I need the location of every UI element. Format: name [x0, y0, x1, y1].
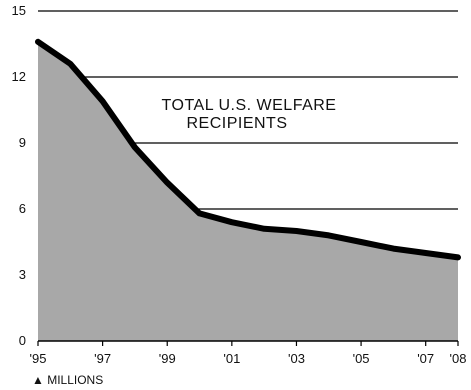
series-line	[35, 38, 461, 261]
x-tick-label-2007: '07	[417, 351, 434, 366]
y-tick-label-12: 12	[12, 69, 26, 84]
x-tick-label-2001: '01	[223, 351, 240, 366]
area-fill	[38, 41, 458, 342]
x-tick-label-1997: '97	[94, 351, 111, 366]
y-tick-label-6: 6	[19, 201, 26, 216]
chart-title-line-1: TOTAL U.S. WELFARE	[162, 97, 337, 114]
y-tick-labels: 0 3 6 9 12 15	[12, 3, 26, 348]
x-tick-label-2005: '05	[353, 351, 370, 366]
y-tick-label-9: 9	[19, 135, 26, 150]
y-tick-label-0: 0	[19, 333, 26, 348]
y-tick-label-15: 15	[12, 3, 26, 18]
x-tick-label-2003: '03	[288, 351, 305, 366]
x-tick-labels: '95 '97 '99 '01 '03 '05 '07 '08	[30, 341, 467, 366]
chart-title-line-2: RECIPIENTS	[186, 115, 287, 132]
x-tick-label-2008: '08	[450, 351, 467, 366]
x-tick-label-1995: '95	[30, 351, 47, 366]
unit-label: ▲ MILLIONS	[32, 373, 103, 387]
x-tick-label-1999: '99	[159, 351, 176, 366]
y-tick-label-3: 3	[19, 267, 26, 282]
